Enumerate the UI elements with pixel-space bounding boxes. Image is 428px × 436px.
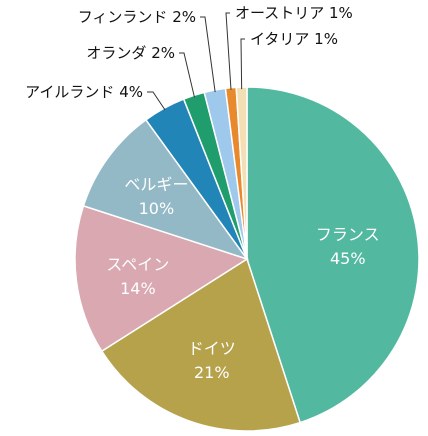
slice-labels: フランス 45% ドイツ 21% スペイン 14% ベルギー 10% アイルランド 4% オランダ… xyxy=(25,4,379,382)
slice-label-value: 21% xyxy=(194,363,230,382)
slice-label: イタリア 1% xyxy=(250,30,338,48)
slice-label: オーストリア 1% xyxy=(235,4,353,22)
leader-line xyxy=(147,91,166,111)
slice-label: オランダ 2% xyxy=(86,44,175,62)
slice-label-value: 14% xyxy=(120,279,156,298)
slice-label-name: フランス xyxy=(316,225,380,244)
slice-label-value: 10% xyxy=(139,199,175,218)
leader-line xyxy=(240,38,245,90)
slice-label: ドイツ 21% xyxy=(188,339,236,382)
slice-label: スペイン 14% xyxy=(106,255,169,298)
slice-label-value: 45% xyxy=(330,249,366,268)
pie-slice xyxy=(82,118,249,261)
leader-line xyxy=(200,16,216,93)
slice-label-name: スペイン xyxy=(106,255,169,274)
pie-slice xyxy=(74,204,249,353)
slice-label: フィンランド 2% xyxy=(78,8,196,26)
pie-slice xyxy=(246,86,420,424)
slice-label: ベルギー 10% xyxy=(124,175,188,218)
slice-label: フランス 45% xyxy=(316,225,380,268)
pie-slice xyxy=(100,257,302,432)
leader-lines xyxy=(147,12,245,111)
slice-label-name: ドイツ xyxy=(188,339,236,358)
leader-line xyxy=(225,12,232,90)
slice-label-name: ベルギー xyxy=(124,175,188,194)
slice-label: アイルランド 4% xyxy=(25,83,143,101)
leader-line xyxy=(179,52,195,98)
